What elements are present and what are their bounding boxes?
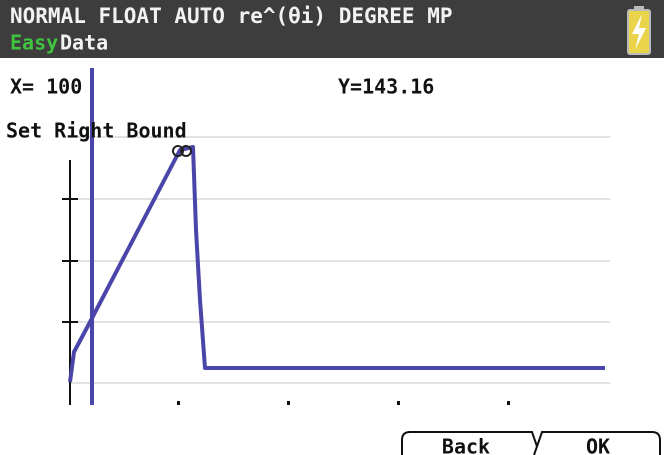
prompt: Set Right Bound	[6, 119, 187, 143]
status-bar	[0, 0, 664, 58]
app-name-easy: Easy	[10, 31, 58, 55]
x-axis-dots	[177, 401, 510, 405]
battery-icon	[627, 6, 651, 55]
y-readout: Y=143.16	[338, 75, 434, 99]
y-axis	[62, 160, 78, 405]
trace-cursor	[172, 145, 192, 157]
ok-button[interactable]: OK	[533, 431, 661, 455]
grid	[70, 136, 610, 384]
x-readout: X= 100	[10, 75, 82, 99]
mode-text: NORMAL FLOAT AUTO re^(θi) DEGREE MP	[10, 4, 453, 28]
ok-label[interactable]: OK	[586, 435, 610, 455]
data-curve	[68, 145, 605, 383]
app-name-data: Data	[60, 31, 108, 55]
back-label[interactable]: Back	[442, 435, 490, 455]
back-button[interactable]: Back	[401, 431, 541, 455]
